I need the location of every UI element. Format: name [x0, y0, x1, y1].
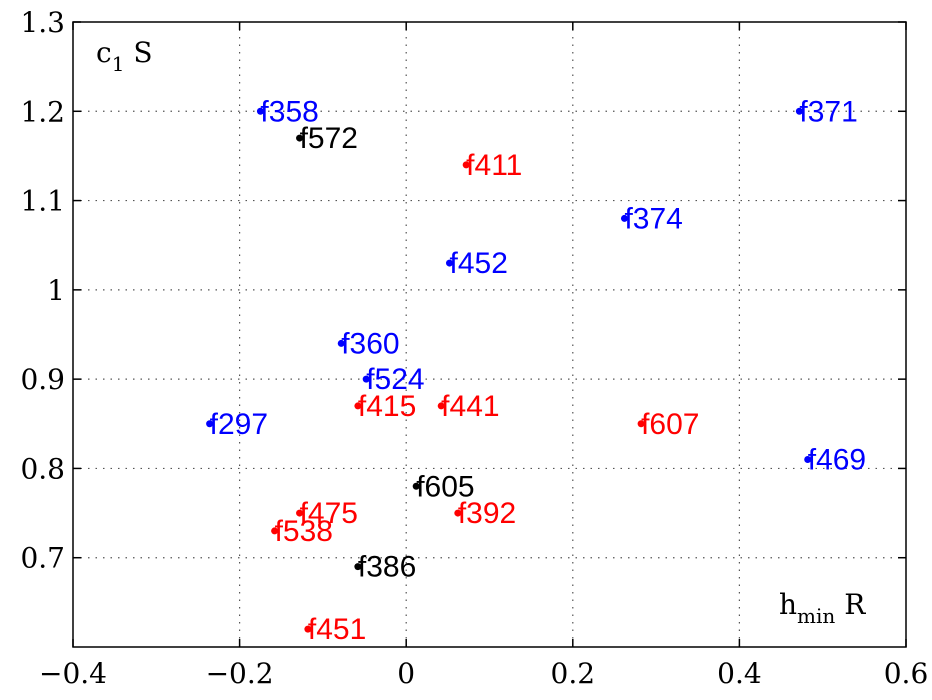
- x-tick-label: −0.4: [39, 657, 107, 690]
- point-f524: [362, 375, 370, 383]
- point-label-f297: f297: [210, 408, 268, 441]
- point-label-f386: f386: [358, 551, 416, 584]
- point-label-f451: f451: [308, 613, 366, 646]
- point-f469: [804, 456, 812, 463]
- point-label-f524: f524: [366, 363, 424, 396]
- point-f475: [296, 509, 304, 517]
- point-f360: [337, 339, 345, 347]
- point-label-f392: f392: [458, 497, 516, 530]
- x-tick-label: −0.2: [206, 657, 274, 690]
- x-tick-label: 0.4: [717, 657, 762, 690]
- point-f358: [256, 107, 264, 115]
- x-axis-label: hmin R: [779, 588, 866, 628]
- point-f374: [620, 214, 628, 222]
- point-f538: [271, 527, 279, 535]
- y-tick-label: 1.2: [20, 95, 65, 128]
- plot-frame: [72, 21, 907, 648]
- x-tick-label: 0: [397, 657, 415, 690]
- point-label-f441: f441: [441, 390, 499, 423]
- point-f441: [437, 402, 445, 410]
- y-tick-label: 0.8: [20, 452, 65, 485]
- point-f297: [206, 420, 214, 428]
- point-label-f371: f371: [799, 95, 857, 128]
- point-f572: [296, 134, 304, 142]
- y-tick-label: 0.9: [20, 363, 65, 396]
- point-label-f411: f411: [466, 149, 522, 182]
- point-label-f538: f538: [275, 515, 333, 548]
- axis-ticks: [72, 21, 907, 647]
- point-f607: [637, 420, 645, 428]
- point-label-f452: f452: [450, 247, 508, 280]
- tick-labels: −0.4 −0.2 0 0.2 0.4 0.6 0.7 0.8 0.9 1 1.1 1.2 1.3: [20, 6, 928, 690]
- point-f452: [446, 259, 454, 267]
- point-label-f358: f358: [260, 95, 318, 128]
- y-tick-label: 1.1: [20, 185, 65, 218]
- point-label-f360: f360: [341, 327, 399, 360]
- point-f415: [354, 402, 362, 410]
- point-f386: [354, 563, 362, 571]
- point-label-f415: f415: [358, 390, 416, 423]
- grid-lines: [73, 22, 906, 647]
- point-f371: [795, 107, 803, 115]
- point-label-f469: f469: [808, 444, 866, 477]
- x-tick-label: 0.6: [884, 657, 929, 690]
- point-label-f572: f572: [300, 122, 358, 155]
- point-f605: [412, 482, 420, 490]
- y-tick-label: 1.3: [20, 6, 65, 39]
- point-label-f475: f475: [300, 497, 358, 530]
- x-tick-label: 0.2: [551, 657, 596, 690]
- point-label-f374: f374: [624, 202, 682, 235]
- point-label-f605: f605: [416, 470, 474, 503]
- y-tick-label: 1: [47, 274, 65, 307]
- y-axis-label: c1 S: [96, 36, 153, 76]
- y-tick-label: 0.7: [20, 542, 65, 575]
- point-label-f607: f607: [641, 408, 699, 441]
- point-f392: [454, 509, 462, 517]
- point-f451: [304, 625, 312, 633]
- point-f411: [462, 161, 470, 169]
